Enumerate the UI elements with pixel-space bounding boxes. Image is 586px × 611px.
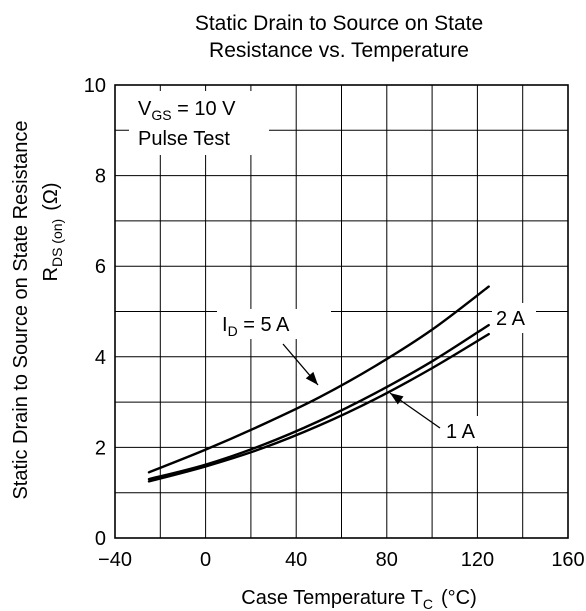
arrowhead-5a	[305, 371, 318, 385]
y-axis-label-symbol: R	[40, 267, 62, 281]
y-tick-label: 10	[84, 75, 106, 97]
x-tick-label: 160	[551, 549, 584, 571]
y-axis-label-subscript: DS (on)	[49, 219, 65, 267]
label-5a-background	[217, 309, 331, 339]
vgs-value: = 10 V	[172, 98, 237, 120]
series-line-2a	[147, 323, 490, 481]
x-axis-label-text: Case Temperature T	[241, 587, 423, 609]
x-tick-label: −40	[98, 549, 132, 571]
series-label-1a: 1 A	[446, 421, 476, 443]
id-value: = 5 A	[238, 314, 290, 336]
plot-frame	[114, 84, 569, 539]
pulse-test-annotation: Pulse Test	[138, 128, 230, 150]
vgs-annotation: VGS = 10 V	[138, 98, 236, 123]
annotation-box	[129, 91, 269, 155]
y-axis-label-line-2: RDS (on) (Ω)	[40, 183, 65, 282]
vgs-subscript: GS	[151, 107, 171, 123]
x-tick-label: 40	[285, 549, 307, 571]
series-label-5a: ID = 5 A	[222, 314, 290, 339]
chart-title-line-2: Resistance vs. Temperature	[209, 39, 469, 62]
series-line-1a	[147, 332, 490, 483]
id-symbol: I	[222, 314, 228, 336]
curve-layer	[147, 285, 490, 483]
label-2a-background	[492, 303, 536, 333]
series-line-5a	[147, 285, 490, 474]
y-tick-label: 8	[95, 166, 106, 188]
label-1a-background	[442, 416, 486, 446]
y-tick-label: 2	[95, 437, 106, 459]
y-tick-label: 4	[95, 347, 106, 369]
x-tick-label: 0	[200, 549, 211, 571]
id-subscript: D	[228, 323, 238, 339]
x-tick-label: 80	[376, 549, 398, 571]
y-tick-label: 6	[95, 256, 106, 278]
y-axis-label-unit: (Ω)	[40, 183, 62, 211]
chart-title-line-1: Static Drain to Source on State	[195, 12, 483, 35]
x-tick-label: 120	[461, 549, 494, 571]
series-label-2a: 2 A	[496, 308, 526, 330]
vgs-symbol: V	[138, 98, 152, 120]
x-axis-label: Case Temperature TC (°C)	[241, 587, 476, 611]
x-axis-label-unit: (°C)	[441, 587, 477, 609]
y-tick-label: 0	[95, 528, 106, 550]
x-axis-label-subscript: C	[423, 596, 433, 611]
y-axis-label-line-1: Static Drain to Source on State Resistan…	[10, 120, 32, 499]
arrowhead-1a	[390, 393, 404, 405]
